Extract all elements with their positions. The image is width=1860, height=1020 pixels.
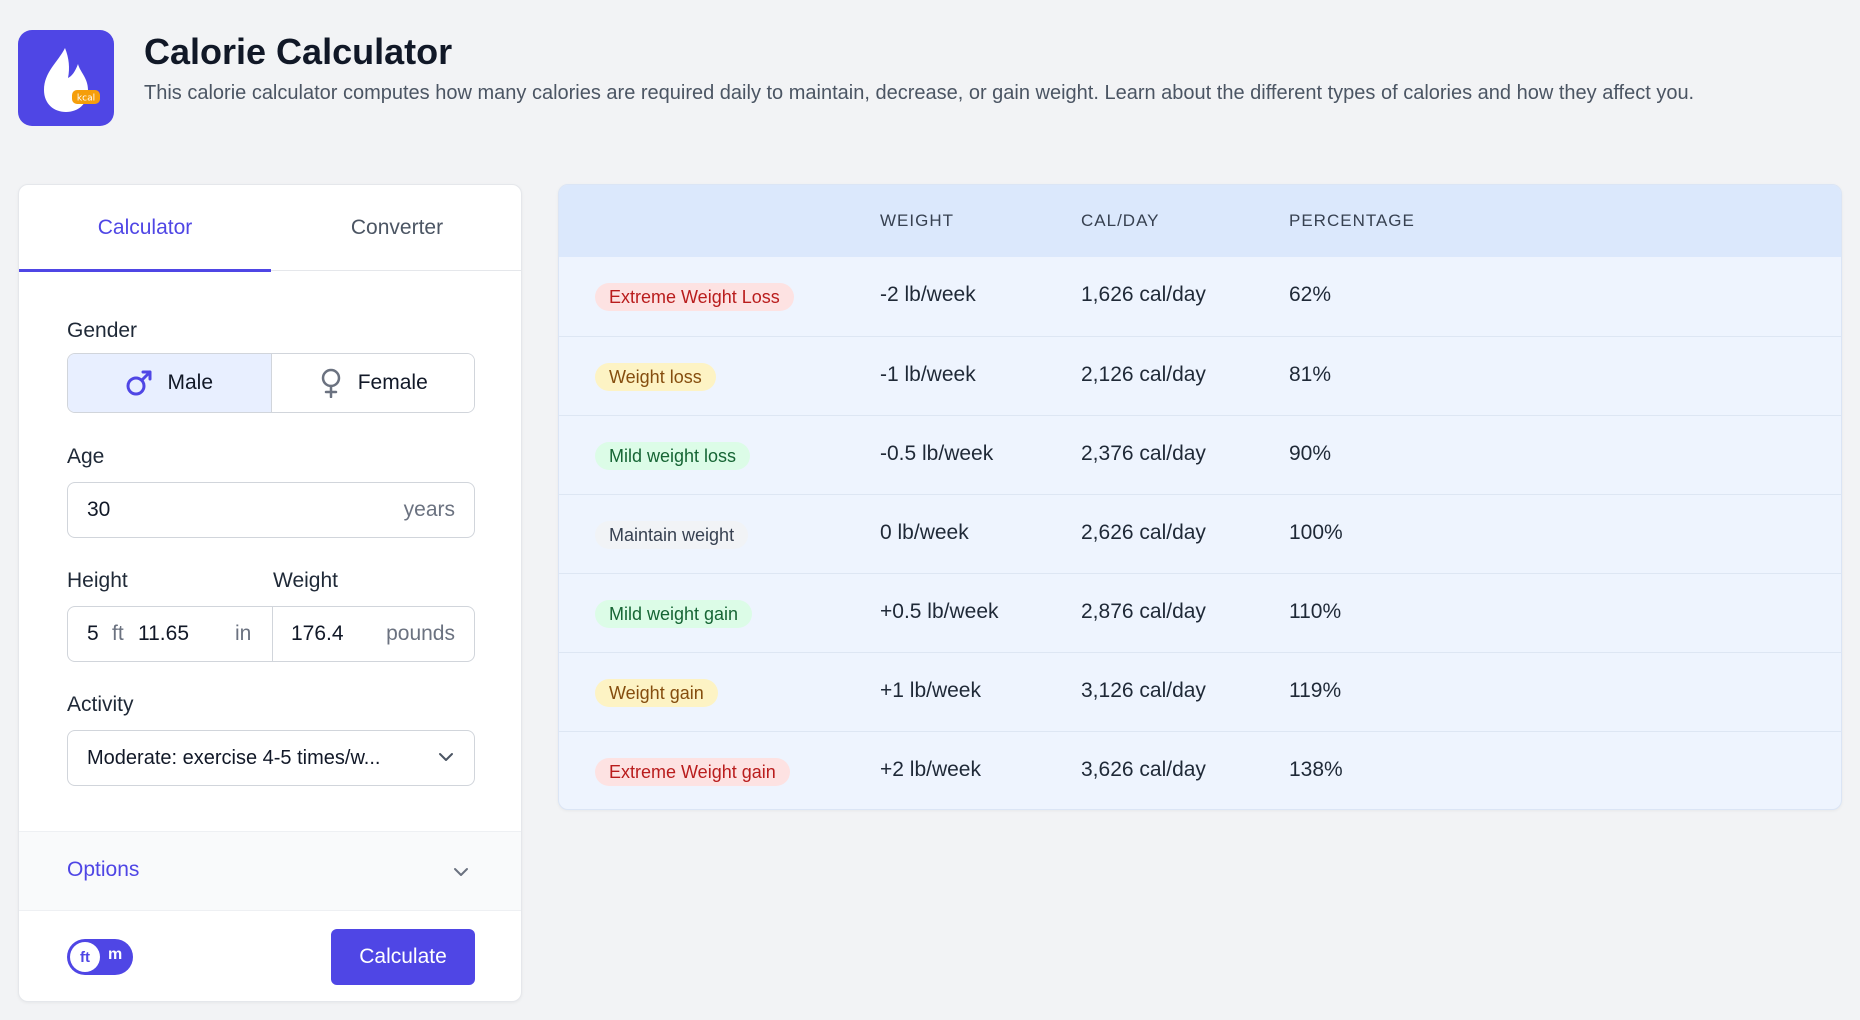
tab-bar: Calculator Converter	[19, 185, 521, 272]
table-row: Weight gain +1 lb/week 3,126 cal/day 119%	[559, 652, 1841, 731]
weight-cell: -1 lb/week	[880, 363, 976, 386]
field-divider	[272, 607, 273, 661]
goal-badge: Weight loss	[595, 363, 716, 391]
weight-label: Weight	[273, 569, 338, 592]
column-percentage: PERCENTAGE	[1289, 211, 1415, 230]
weight-cell: +1 lb/week	[880, 679, 981, 702]
cal-cell: 3,626 cal/day	[1081, 758, 1206, 781]
app-header: kcal Calorie Calculator This calorie cal…	[18, 30, 1838, 140]
results-header: WEIGHT CAL/DAY PERCENTAGE	[559, 185, 1841, 257]
goal-badge: Mild weight loss	[595, 442, 751, 470]
age-label: Age	[67, 445, 105, 468]
activity-select[interactable]: Moderate: exercise 4-5 times/w...	[67, 730, 475, 786]
male-icon	[126, 370, 152, 396]
age-input[interactable]: 30 years	[67, 482, 475, 538]
age-value: 30	[87, 498, 111, 521]
height-in-value[interactable]: 11.65	[138, 622, 189, 645]
app-logo: kcal	[18, 30, 114, 126]
goal-badge: Weight gain	[595, 679, 718, 707]
calculate-button[interactable]: Calculate	[331, 929, 475, 985]
cal-cell: 2,876 cal/day	[1081, 600, 1206, 623]
tab-calculator[interactable]: Calculator	[19, 185, 271, 272]
height-ft-unit: ft	[112, 622, 124, 645]
percentage-cell: 100%	[1289, 521, 1343, 544]
percentage-cell: 81%	[1289, 363, 1332, 386]
unit-toggle[interactable]: ft m	[67, 939, 133, 975]
height-label: Height	[67, 569, 128, 592]
weight-cell: 0 lb/week	[880, 521, 969, 544]
flame-icon: kcal	[44, 48, 100, 112]
weight-cell: +0.5 lb/week	[880, 600, 999, 623]
options-label: Options	[67, 858, 140, 881]
unit-toggle-m: m	[108, 946, 123, 963]
goal-badge: Maintain weight	[595, 521, 749, 549]
cal-cell: 1,626 cal/day	[1081, 283, 1206, 306]
tab-converter[interactable]: Converter	[350, 216, 444, 239]
table-row: Extreme Weight gain +2 lb/week 3,626 cal/d…	[559, 731, 1841, 809]
results-table: WEIGHT CAL/DAY PERCENTAGE Extreme Weight…	[558, 184, 1842, 810]
percentage-cell: 62%	[1289, 283, 1332, 306]
cal-cell: 2,626 cal/day	[1081, 521, 1206, 544]
logo-badge-text: kcal	[77, 94, 95, 104]
column-weight: WEIGHT	[880, 211, 954, 230]
chevron-down-icon	[454, 868, 468, 876]
calculator-card: Calculator Converter Gender Male Female …	[18, 184, 522, 1002]
column-cal-day: CAL/DAY	[1081, 211, 1160, 230]
height-in-unit: in	[235, 622, 252, 645]
gender-selector: Male Female	[67, 353, 475, 413]
table-row: Mild weight loss -0.5 lb/week 2,376 cal/da…	[559, 415, 1841, 494]
table-row: Mild weight gain +0.5 lb/week 2,876 cal/da…	[559, 573, 1841, 652]
percentage-cell: 119%	[1289, 679, 1342, 702]
cal-cell: 3,126 cal/day	[1081, 679, 1206, 702]
unit-toggle-ft: ft	[70, 942, 100, 972]
page-description: This calorie calculator computes how man…	[144, 82, 1695, 104]
weight-cell: -2 lb/week	[880, 283, 976, 306]
cal-cell: 2,376 cal/day	[1081, 442, 1206, 465]
height-ft-value[interactable]: 5	[87, 622, 99, 645]
female-icon	[321, 368, 340, 398]
table-row: Extreme Weight Loss -2 lb/week 1,626 cal/d…	[559, 257, 1841, 336]
age-unit: years	[403, 498, 455, 521]
goal-badge: Mild weight gain	[595, 600, 753, 628]
gender-female-button[interactable]: Female	[270, 354, 474, 412]
weight-cell: +2 lb/week	[880, 758, 981, 781]
goal-badge: Extreme Weight gain	[595, 758, 790, 786]
percentage-cell: 138%	[1289, 758, 1343, 781]
activity-value: Moderate: exercise 4-5 times/w...	[87, 746, 381, 769]
gender-label: Gender	[67, 319, 138, 342]
activity-label: Activity	[67, 693, 134, 716]
weight-value[interactable]: 176.4	[291, 622, 344, 645]
table-row: Weight loss -1 lb/week 2,126 cal/day 81%	[559, 336, 1841, 415]
chevron-down-icon	[439, 753, 453, 761]
cal-cell: 2,126 cal/day	[1081, 363, 1206, 386]
gender-female-label: Female	[357, 371, 428, 394]
page-title: Calorie Calculator	[144, 31, 453, 72]
table-row: Maintain weight 0 lb/week 2,626 cal/day 100…	[559, 494, 1841, 573]
weight-unit: pounds	[386, 622, 455, 645]
gender-male-button[interactable]: Male	[68, 354, 271, 412]
weight-cell: -0.5 lb/week	[880, 442, 994, 465]
options-accordion[interactable]: Options	[19, 831, 521, 911]
percentage-cell: 110%	[1289, 600, 1342, 623]
goal-badge: Extreme Weight Loss	[595, 283, 794, 311]
height-weight-group: 5 ft 11.65 in 176.4 pounds	[67, 606, 475, 662]
gender-male-label: Male	[167, 371, 214, 394]
percentage-cell: 90%	[1289, 442, 1332, 465]
